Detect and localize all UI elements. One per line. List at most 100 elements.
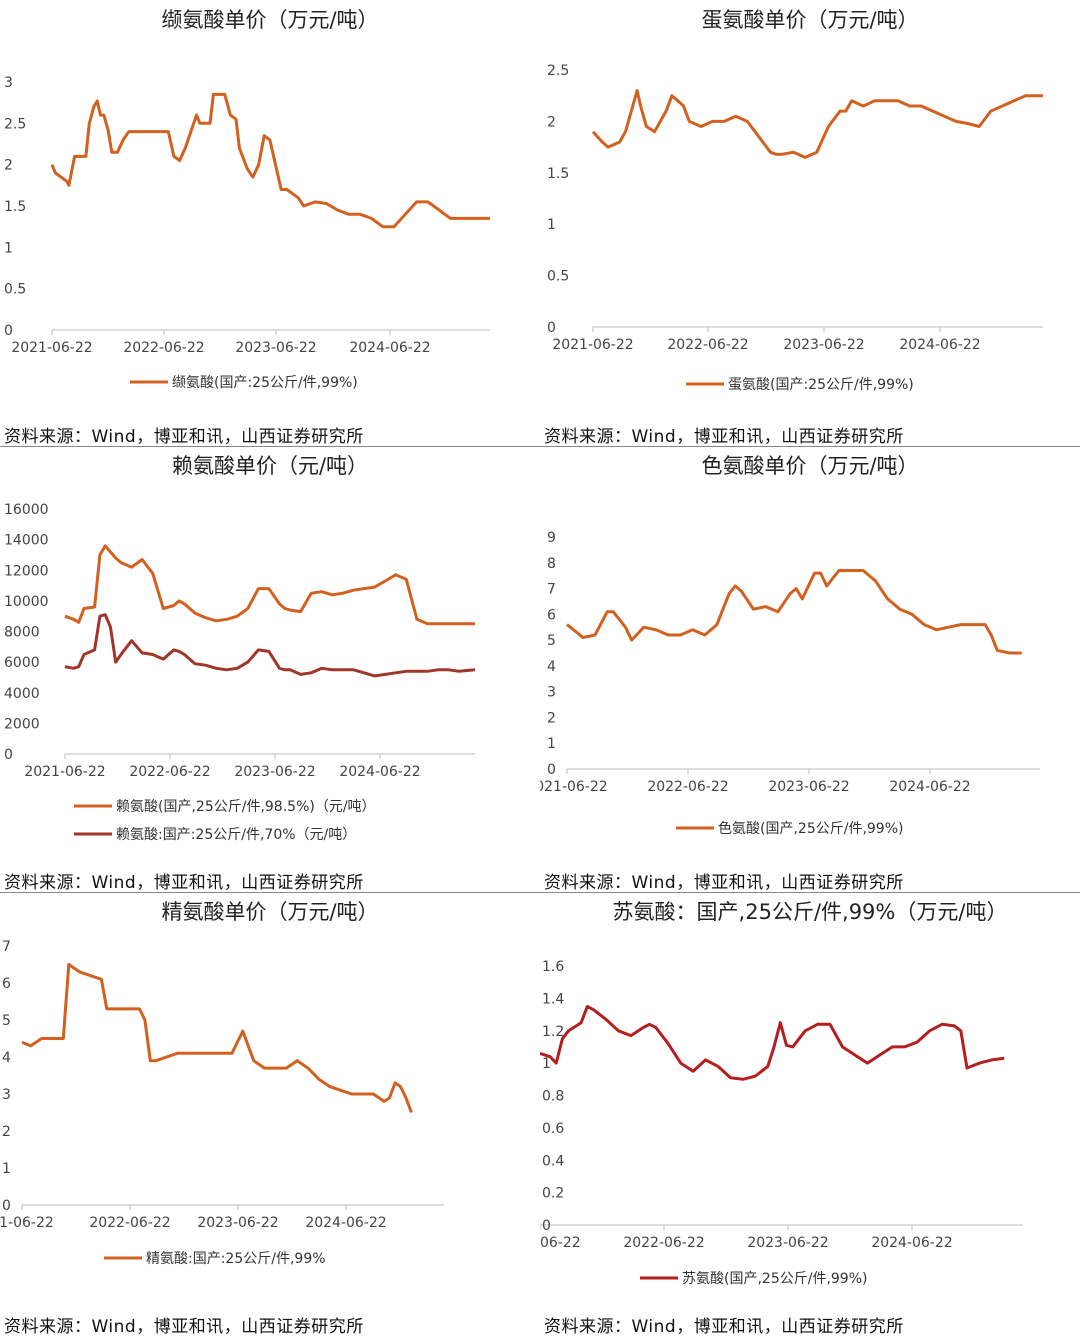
source-note: 资料来源：Wind，博亚和讯，山西证券研究所 xyxy=(4,1317,364,1337)
chart-svg: 0 1 2 3 4 5 6 7 8 9 2021-06-22 2022-06-22 2023-06-22… xyxy=(540,530,1040,837)
y-tick-label: 10000 xyxy=(4,594,49,610)
x-tick-label: 2022-06-22 xyxy=(647,779,728,795)
x-tick-label: 21-06-22 xyxy=(0,1215,54,1231)
series-line-0 xyxy=(64,544,475,626)
y-tick-label: 4 xyxy=(547,659,556,675)
series-line-0 xyxy=(50,92,490,229)
chart-title: 蛋氨酸单价（万元/吨） xyxy=(701,8,919,32)
y-tick-label: 5 xyxy=(547,633,556,649)
y-tick-label: 1 xyxy=(2,1161,11,1177)
x-tick-label: 2023-06-22 xyxy=(235,340,316,356)
y-tick-label: 0.2 xyxy=(542,1186,564,1202)
y-tick-label: 7 xyxy=(2,939,11,955)
y-tick-label: 6 xyxy=(2,976,11,992)
y-tick-label: 2000 xyxy=(4,716,40,732)
y-tick-label: 8000 xyxy=(4,625,40,641)
chart-panel-methionine: 蛋氨酸单价（万元/吨） 0 0.5 1 1.5 2 2.5 2021-06-22 2022-0… xyxy=(540,0,1080,446)
source-note: 资料来源：Wind，博亚和讯，山西证券研究所 xyxy=(4,873,364,892)
x-tick-label: 2023-06-22 xyxy=(783,337,864,353)
x-tick-label: 2021-06-22 xyxy=(552,337,633,353)
y-tick-label: 3 xyxy=(4,75,13,91)
x-tick-label: 2024-06-22 xyxy=(339,764,420,780)
y-tick-label: 2 xyxy=(2,1124,11,1140)
series-line-0 xyxy=(21,963,413,1114)
y-tick-label: 12000 xyxy=(4,563,49,579)
y-tick-label: 0 xyxy=(4,323,13,339)
y-tick-label: 5 xyxy=(2,1013,11,1029)
chart-title: 苏氨酸：国产,25公斤/件,99%（万元/吨） xyxy=(612,900,1008,924)
y-tick-label: 9 xyxy=(547,530,556,546)
x-tick-label: 2022-06-22 xyxy=(89,1215,170,1231)
y-tick-label: 1.2 xyxy=(542,1024,564,1040)
x-tick-label: 2023-06-22 xyxy=(768,779,849,795)
y-tick-label: 0.5 xyxy=(547,269,569,285)
y-tick-label: 0 xyxy=(547,320,556,336)
y-tick-label: 3 xyxy=(547,685,556,701)
x-tick-label: 2023-06-22 xyxy=(747,1235,828,1251)
y-tick-label: 6 xyxy=(547,607,556,623)
legend-label: 赖氨酸(国产,25公斤/件,98.5%)（元/吨） xyxy=(116,799,376,815)
series-line-1 xyxy=(64,613,476,678)
x-tick-label: 2024-06-22 xyxy=(349,340,430,356)
legend-label: 精氨酸:国产:25公斤/件,99% xyxy=(146,1251,326,1267)
x-tick-label: 2022-06-22 xyxy=(129,764,210,780)
y-tick-label: 2 xyxy=(547,114,556,130)
chart-panel-lysine: 赖氨酸单价（元/吨） 0 2000 4000 6000 8000 10000 12000 14… xyxy=(0,446,540,892)
source-note: 资料来源：Wind，博亚和讯，山西证券研究所 xyxy=(544,873,904,892)
x-tick-label: 2024-06-22 xyxy=(889,779,970,795)
y-tick-label: 16000 xyxy=(4,502,49,518)
y-tick-label: 7 xyxy=(547,582,556,598)
y-tick-label: 1.6 xyxy=(542,959,564,975)
y-tick-label: 0 xyxy=(542,1218,551,1234)
y-tick-label: 0.5 xyxy=(4,282,26,298)
source-note: 资料来源：Wind，博亚和讯，山西证券研究所 xyxy=(544,427,904,446)
x-tick-label: 2021-06-22 xyxy=(11,340,92,356)
y-tick-label: 2.5 xyxy=(547,63,569,79)
x-tick-label: 2024-06-22 xyxy=(305,1215,386,1231)
y-tick-label: 1.5 xyxy=(4,199,26,215)
chart-panel-tryptophan: 色氨酸单价（万元/吨） 0 1 2 3 4 5 6 7 8 9 2021-06-22 2022-06-… xyxy=(540,446,1080,892)
series-line-0 xyxy=(540,1005,1005,1081)
series-line-0 xyxy=(591,89,1043,159)
chart-svg: 0 0.5 1 1.5 2 2.5 2021-06-22 2022-06-22 2023-06-… xyxy=(547,63,1043,393)
x-tick-label: 2024-06-22 xyxy=(871,1235,952,1251)
y-tick-label: 1 xyxy=(4,240,13,256)
y-tick-label: 1 xyxy=(547,736,556,752)
y-tick-label: 2 xyxy=(547,710,556,726)
chart-svg: 0 0.2 0.4 0.6 0.8 1 1.2 1.4 1.6 2021-06-22 2022-06… xyxy=(540,959,1023,1287)
chart-title: 缬氨酸单价（万元/吨） xyxy=(161,8,379,32)
chart-svg: 0 1 2 3 4 5 6 7 21-06-22 2022-06-22 2023-06-22 2024… xyxy=(0,939,444,1267)
y-tick-label: 14000 xyxy=(4,533,49,549)
y-tick-label: 1 xyxy=(547,217,556,233)
y-tick-label: 2.5 xyxy=(4,116,26,132)
separator-line xyxy=(0,446,1080,447)
chart-svg: 0 0.5 1 1.5 2 2.5 3 2021-06-22 2022-06-22 2023-06… xyxy=(4,75,490,391)
separator-line xyxy=(0,892,1080,893)
legend-label: 苏氨酸(国产,25公斤/件,99%) xyxy=(682,1271,867,1287)
y-tick-label: 0 xyxy=(4,747,13,763)
x-tick-label: 2021-06-22 xyxy=(540,779,608,795)
y-tick-label: 4000 xyxy=(4,686,40,702)
chart-svg: 0 2000 4000 6000 8000 10000 12000 14000 16000 202… xyxy=(4,502,476,843)
y-tick-label: 0 xyxy=(2,1198,11,1214)
legend-label: 赖氨酸:国产:25公斤/件,70%（元/吨） xyxy=(116,827,356,843)
chart-title: 精氨酸单价（万元/吨） xyxy=(161,900,379,924)
y-tick-label: 1.4 xyxy=(542,991,564,1007)
y-tick-label: 6000 xyxy=(4,655,40,671)
y-tick-label: 1 xyxy=(542,1056,551,1072)
series-line-0 xyxy=(566,569,1022,655)
legend-label: 缬氨酸(国产:25公斤/件,99%) xyxy=(172,375,358,391)
chart-title: 赖氨酸单价（元/吨） xyxy=(171,454,369,478)
y-tick-label: 0.6 xyxy=(542,1121,564,1137)
y-tick-label: 1.5 xyxy=(547,166,569,182)
source-note: 资料来源：Wind，博亚和讯，山西证券研究所 xyxy=(544,1317,904,1337)
x-tick-label: 2023-06-22 xyxy=(234,764,315,780)
legend-label: 色氨酸(国产,25公斤/件,99%) xyxy=(718,820,903,837)
chart-panel-valine: 缬氨酸单价（万元/吨） 0 0.5 1 1.5 2 2.5 3 2021-06-22 2022-… xyxy=(0,0,540,446)
x-tick-label: 2022-06-22 xyxy=(623,1235,704,1251)
x-tick-label: 2023-06-22 xyxy=(197,1215,278,1231)
y-tick-label: 0.4 xyxy=(542,1153,564,1169)
y-tick-label: 8 xyxy=(547,556,556,572)
chart-panel-threonine: 苏氨酸：国产,25公斤/件,99%（万元/吨） 0 0.2 0.4 0.6 0.8 1 1.… xyxy=(540,892,1080,1338)
y-tick-label: 0 xyxy=(547,762,556,778)
